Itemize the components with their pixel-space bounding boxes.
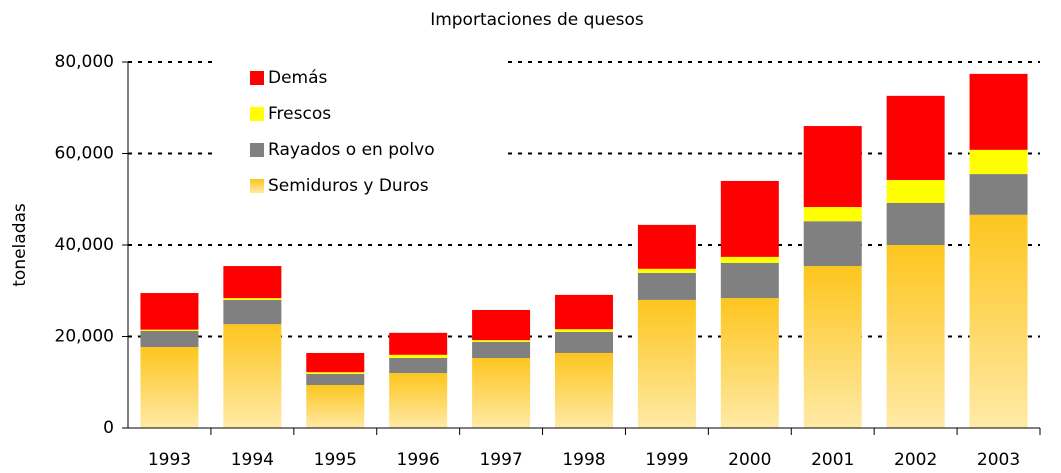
legend-swatch [250,143,264,157]
x-tick-label: 1999 [645,450,688,469]
legend-label: Frescos [268,104,331,124]
bar-segment [720,256,779,263]
x-tick-label: 1995 [314,450,357,469]
legend-swatch [250,179,264,193]
bar-segment [140,347,199,428]
bar-segment [223,299,282,325]
legend-swatch [250,107,264,121]
bar-segment [306,384,365,428]
x-tick-label: 1993 [148,450,191,469]
x-tick-label: 2001 [811,450,854,469]
x-tick-label: 2003 [977,450,1020,469]
y-axis-label: toneladas [10,203,30,287]
bar-segment [223,324,282,428]
bar-segment [803,126,862,208]
bar-segment [140,331,199,348]
bar-segment [472,341,531,359]
bar-segment [389,358,448,374]
x-tick-label: 1998 [562,450,605,469]
legend-label: Rayados o en polvo [268,140,435,160]
bar-segment [555,352,613,428]
bar-segment [306,372,365,375]
legend-swatch [250,71,264,85]
y-tick-label: 20,000 [55,327,114,347]
y-tick-label: 0 [103,418,114,438]
y-tick-label: 40,000 [55,235,114,255]
x-tick-label: 2000 [728,450,771,469]
bar-segment [555,331,613,353]
bar-segment [472,309,531,341]
bar-segment [389,332,448,355]
bar-segment [886,245,945,428]
bar-segment [803,207,862,222]
bar-segment [637,272,696,300]
bar-segment [803,266,862,428]
bar-segment [223,298,282,300]
x-tick-label: 2002 [894,450,937,469]
bar-segment [637,224,696,269]
legend-label: Semiduros y Duros [268,176,429,196]
bar-segment [969,174,1028,215]
bar-segment [720,298,779,428]
legend-label: Demás [268,68,328,88]
bar-segment [306,374,365,385]
x-tick-label: 1996 [397,450,440,469]
bar-segment [472,358,531,428]
bar-segment [886,202,945,245]
x-tick-label: 1997 [479,450,522,469]
bar-segment [140,293,199,330]
bar-segment [389,373,448,428]
bar-segment [886,180,945,203]
bar-segment [969,149,1028,175]
y-tick-label: 80,000 [55,52,114,72]
bar-segment [555,294,613,330]
bar-segment [637,268,696,273]
bar-segment [637,299,696,428]
bar-segment [555,329,613,332]
bar-segment [472,340,531,342]
bar-segment [720,262,779,299]
bar-segment [969,214,1028,428]
bar-segment [720,180,779,257]
bar-segment [306,352,365,373]
x-tick-label: 1994 [231,450,274,469]
chart-title: Importaciones de quesos [430,10,644,30]
y-tick-label: 60,000 [55,144,114,164]
bar-segment [389,354,448,359]
bar-segment [886,95,945,181]
bar-segment [803,221,862,267]
bar-segment [140,329,199,332]
bar-segment [223,266,282,299]
bar-segment [969,73,1028,150]
